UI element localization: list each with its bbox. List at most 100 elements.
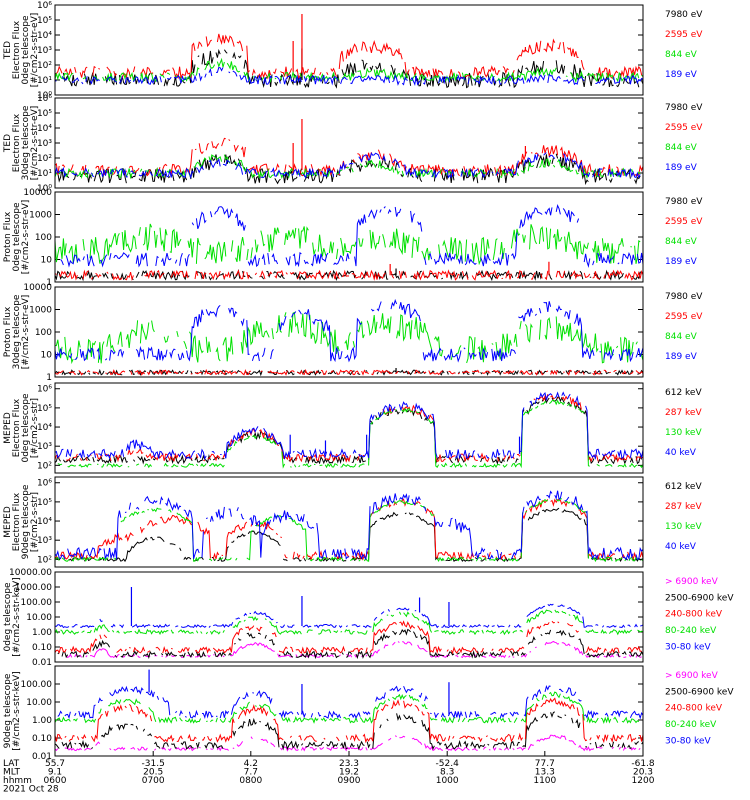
legend-entry: 2500-6900 keV (665, 593, 734, 603)
legend-entry: 7980 eV (665, 103, 703, 113)
y-tick-label: 1.00 (32, 628, 52, 638)
y-tick-label: 10000.00 (9, 568, 52, 578)
y-tick-label: 0.10 (32, 734, 52, 744)
series-trace (54, 298, 644, 363)
series-trace (57, 685, 644, 720)
x-tick-lat: 4.2 (244, 759, 258, 769)
y-tick-label: 10⁵ (37, 16, 52, 26)
y-tick-label: 10² (37, 61, 52, 71)
y-tick-label: 10³ (37, 139, 52, 149)
legend-entry: 40 keV (665, 542, 697, 552)
y-axis-label: TED (3, 41, 13, 60)
legend-entry: 130 keV (665, 522, 702, 532)
y-tick-label: 10.00 (26, 613, 52, 623)
series-trace (54, 711, 644, 751)
x-tick-mlt: 19.2 (339, 768, 359, 778)
series-trace (58, 154, 643, 184)
y-tick-label: 10⁴ (37, 124, 52, 134)
y-tick-label: 10⁰ (37, 91, 52, 101)
x-tick-mlt: 9.1 (48, 768, 62, 778)
y-axis-label: [#/cm2-s-str-eV] (30, 13, 40, 88)
x-tick-mlt: 13.3 (535, 768, 555, 778)
series-trace (55, 735, 643, 750)
y-axis-label: Electron Flux (12, 492, 22, 551)
x-tick-mlt: 20.3 (633, 768, 653, 778)
x-tick-mlt: 7.7 (244, 768, 258, 778)
y-tick-label: 10⁶ (37, 385, 52, 395)
y-tick-label: 10⁶ (37, 94, 52, 104)
x-row-label: 2021 Oct 28 (3, 785, 59, 795)
panel-1: 10⁰ 10¹ 10² 10³ 10⁴ 10⁵ 10⁶ TED Electron Flux 0de… (3, 1, 703, 101)
y-tick-label: 100 (35, 328, 52, 338)
legend-entry: 844 eV (665, 332, 698, 342)
series-trace (54, 391, 644, 461)
x-tick-hhmm: 0700 (142, 776, 165, 786)
y-tick-label: 1000 (29, 306, 52, 316)
y-tick-label: 0.01 (32, 752, 52, 762)
series-trace (54, 603, 644, 629)
y-tick-label: 100.00 (21, 680, 53, 690)
y-axis-label: [#/cm2-s-str-eV] (21, 295, 31, 370)
legend-entry: 30-80 keV (665, 642, 711, 652)
y-tick-label: 10³ (37, 442, 52, 452)
panel-4: 1 10 100 1000 10000 Proton Flux 30deg telescop… (3, 283, 703, 383)
panel-frame (54, 476, 644, 568)
x-tick-lat: 23.3 (339, 759, 359, 769)
legend-entry: 287 keV (665, 502, 702, 512)
panel-3: 1 10 100 1000 10000 Proton Flux 0deg telescope… (3, 188, 703, 288)
legend-entry: 7980 eV (665, 197, 703, 207)
y-axis-label: 90deg telescope (21, 484, 31, 559)
legend-entry: 2595 eV (665, 217, 703, 227)
y-tick-label: 1000 (29, 211, 52, 221)
y-tick-label: 100.00 (21, 598, 53, 608)
panel-5: 10² 10³ 10⁴ 10⁵ 10⁶ MEPED Electron Flux 0deg te… (3, 382, 702, 474)
y-tick-label: 1 (46, 278, 52, 288)
y-axis-label: 0deg telescope (3, 582, 13, 652)
y-axis-label: Electron Flux (12, 113, 22, 172)
y-tick-label: 10⁵ (37, 109, 52, 119)
series-trace (54, 609, 644, 636)
y-axis-label: [#/cm2-s-str-eV] (21, 200, 31, 275)
series-trace (55, 692, 643, 723)
y-tick-label: 10 (41, 256, 53, 266)
legend-entry: 612 keV (665, 482, 702, 492)
legend-entry: 189 eV (665, 163, 698, 173)
y-tick-label: 10.00 (26, 698, 52, 708)
series-trace (54, 269, 644, 282)
y-axis-label: Electron Flux (12, 398, 22, 457)
panel-frame (54, 97, 644, 189)
series-trace (54, 498, 644, 561)
y-tick-label: 10⁴ (37, 517, 52, 527)
legend-entry: 80-240 keV (665, 626, 717, 636)
y-axis-label: MEPED (3, 412, 13, 444)
legend-entry: 40 keV (665, 448, 697, 458)
y-tick-label: 10⁶ (37, 479, 52, 489)
legend-entry: 240-800 keV (665, 610, 723, 620)
panel-2: 10⁰ 10¹ 10² 10³ 10⁴ 10⁵ 10⁶ TED Electron Flux 30d… (3, 94, 703, 194)
x-tick-hhmm: 0900 (338, 776, 361, 786)
series-trace (54, 57, 644, 84)
legend-entry: 189 eV (665, 70, 698, 80)
y-axis-label: 0deg telescope (21, 15, 31, 85)
x-tick-hhmm: 1200 (632, 776, 655, 786)
series-trace (54, 33, 644, 80)
y-axis-label: Proton Flux (3, 306, 13, 357)
y-tick-label: 10000 (23, 283, 52, 293)
y-axis-label: TED (3, 134, 13, 153)
x-tick-hhmm: 1100 (533, 776, 556, 786)
y-axis-label: MEPED (3, 506, 13, 538)
series-trace (54, 311, 644, 365)
x-tick-hhmm: 0600 (44, 776, 67, 786)
panel-frame (54, 286, 644, 378)
y-tick-label: 0.01 (32, 658, 52, 668)
legend-entry: 130 keV (665, 428, 702, 438)
x-tick-lat: -31.5 (142, 759, 165, 769)
x-row-label: LAT (3, 759, 20, 769)
x-tick-hhmm: 1000 (436, 776, 459, 786)
legend-entry: 30-80 keV (665, 736, 711, 746)
series-trace (54, 223, 641, 266)
legend-entry: 80-240 keV (665, 720, 717, 730)
y-tick-label: 10⁰ (37, 184, 52, 194)
y-axis-label: [#/cm2-s-str] (30, 398, 40, 458)
series-trace (54, 507, 644, 563)
